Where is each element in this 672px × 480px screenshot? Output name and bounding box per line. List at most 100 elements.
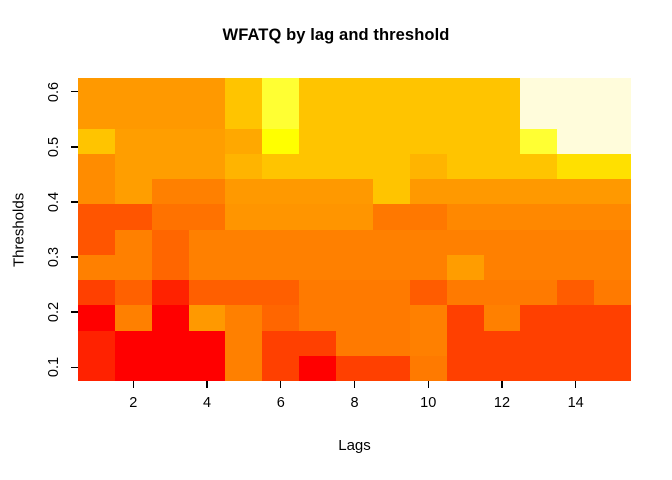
y-axis-tick-label: 0.1 <box>46 357 62 378</box>
heatmap-cell <box>225 330 263 356</box>
heatmap-cell <box>225 355 263 381</box>
heatmap-cell <box>114 128 152 154</box>
heatmap-cell <box>594 305 631 331</box>
heatmap-cell <box>299 103 337 129</box>
heatmap-cell <box>225 254 263 280</box>
heatmap-cell <box>520 229 558 255</box>
heatmap-cell <box>372 355 410 381</box>
heatmap-cell <box>225 229 263 255</box>
heatmap-cell <box>225 128 263 154</box>
heatmap-cell <box>483 128 521 154</box>
heatmap-cell <box>446 128 484 154</box>
y-axis-tick-label: 0.2 <box>46 302 62 323</box>
heatmap-cell <box>299 254 337 280</box>
heatmap-cell <box>188 204 226 230</box>
heatmap-cell <box>151 254 189 280</box>
heatmap-cell <box>336 128 373 154</box>
heatmap-cell <box>594 355 631 381</box>
heatmap-cell <box>151 355 189 381</box>
heatmap-cell <box>114 229 152 255</box>
heatmap-cell <box>262 229 300 255</box>
heatmap-cell <box>188 254 226 280</box>
heatmap-cell <box>446 280 484 306</box>
x-axis-tick <box>575 381 577 388</box>
heatmap-cell <box>594 229 631 255</box>
heatmap-cell <box>78 78 115 104</box>
heatmap-cell <box>78 305 115 331</box>
heatmap-cell <box>446 229 484 255</box>
heatmap-cell <box>188 229 226 255</box>
heatmap-cell <box>372 153 410 179</box>
y-axis-tick <box>71 311 78 313</box>
heatmap-cell <box>409 103 447 129</box>
heatmap-cell <box>78 128 115 154</box>
heatmap-cell <box>483 330 521 356</box>
y-axis-label: Thresholds <box>10 192 28 267</box>
heatmap-cell <box>483 305 521 331</box>
heatmap-cell <box>409 153 447 179</box>
heatmap-cell <box>520 103 558 129</box>
heatmap-cell <box>299 128 337 154</box>
heatmap-cell <box>520 330 558 356</box>
heatmap-cell <box>78 179 115 205</box>
heatmap-cell <box>409 330 447 356</box>
y-axis-tick <box>71 256 78 258</box>
heatmap-cell <box>372 179 410 205</box>
heatmap-cell <box>114 330 152 356</box>
heatmap-cell <box>336 103 373 129</box>
heatmap-cell <box>446 305 484 331</box>
heatmap-cell <box>262 305 300 331</box>
x-axis-tick <box>501 381 503 388</box>
heatmap-cell <box>409 78 447 104</box>
heatmap-cell <box>188 153 226 179</box>
heatmap-cell <box>594 204 631 230</box>
heatmap-cell <box>262 103 300 129</box>
heatmap-cell <box>409 229 447 255</box>
heatmap-cell <box>336 78 373 104</box>
heatmap-cell <box>78 103 115 129</box>
heatmap-cell <box>372 204 410 230</box>
heatmap-cell <box>188 305 226 331</box>
heatmap-cell <box>336 254 373 280</box>
heatmap-cell <box>262 254 300 280</box>
heatmap-cell <box>483 153 521 179</box>
heatmap-cell <box>151 179 189 205</box>
heatmap-cell <box>114 254 152 280</box>
heatmap-cell <box>557 78 595 104</box>
x-axis-tick-label: 14 <box>567 395 584 411</box>
y-axis-tick <box>71 366 78 368</box>
heatmap-cell <box>114 78 152 104</box>
heatmap-cell <box>372 254 410 280</box>
heatmap-cell <box>151 280 189 306</box>
heatmap-cell <box>151 204 189 230</box>
heatmap-cell <box>372 280 410 306</box>
heatmap-cell <box>336 305 373 331</box>
heatmap-cell <box>78 204 115 230</box>
heatmap-cell <box>336 179 373 205</box>
heatmap-cell <box>262 355 300 381</box>
heatmap-cell <box>151 153 189 179</box>
x-axis-tick <box>206 381 208 388</box>
heatmap-cell <box>557 355 595 381</box>
heatmap-cell <box>78 229 115 255</box>
heatmap-cell <box>594 153 631 179</box>
heatmap-cell <box>114 103 152 129</box>
heatmap-cell <box>151 229 189 255</box>
x-axis-tick <box>353 381 356 388</box>
heatmap-cell <box>409 355 447 381</box>
y-axis-tick-label: 0.5 <box>46 136 62 157</box>
heatmap-cell <box>594 280 631 306</box>
heatmap-cell <box>114 305 152 331</box>
heatmap-cell <box>151 78 189 104</box>
heatmap-cell <box>188 103 226 129</box>
heatmap-cell <box>557 254 595 280</box>
heatmap-cell <box>409 254 447 280</box>
heatmap-cell <box>483 103 521 129</box>
heatmap-cell <box>372 103 410 129</box>
heatmap-cell <box>372 305 410 331</box>
heatmap-cell <box>188 330 226 356</box>
heatmap-cell <box>336 355 373 381</box>
heatmap-cell <box>409 305 447 331</box>
x-axis-tick-label: 8 <box>350 395 359 411</box>
